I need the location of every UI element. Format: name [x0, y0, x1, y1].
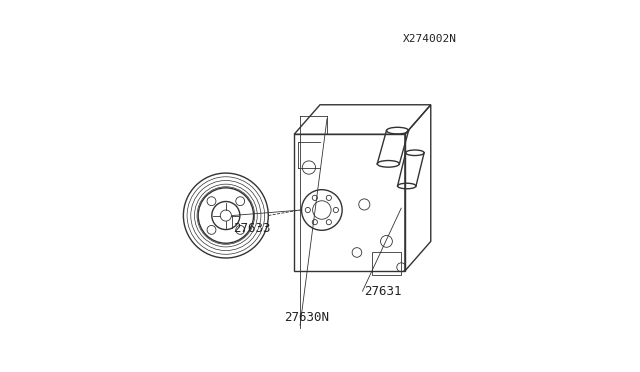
Text: 27631: 27631 [364, 285, 402, 298]
Text: X274002N: X274002N [403, 34, 456, 44]
Text: 27630N: 27630N [285, 311, 330, 324]
Text: 27633: 27633 [233, 222, 271, 235]
